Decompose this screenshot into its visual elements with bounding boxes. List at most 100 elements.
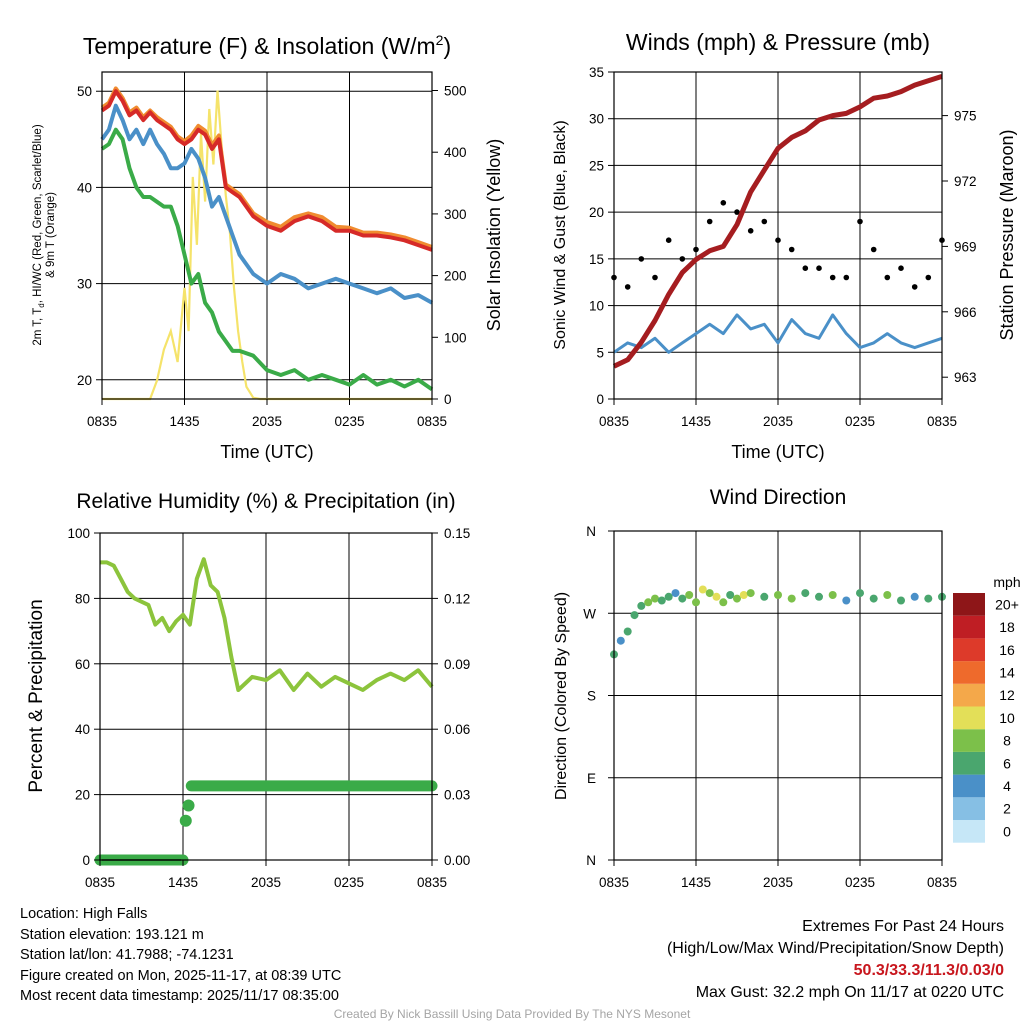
temperature-ylabel: 2m T, Td, HI/WC (Red, Green, Scarlet/Blu… <box>32 124 57 345</box>
gust-point <box>843 274 850 281</box>
precip-ytick-label: 0.03 <box>444 788 470 803</box>
gust-point <box>802 265 809 272</box>
humidity-ytick-label: 100 <box>67 526 90 541</box>
precip-ytick-label: 0.12 <box>444 591 470 606</box>
temperature-xtick-label: 0835 <box>87 414 117 429</box>
extremes-values: 50.3/33.3/11.3/0.03/0 <box>853 962 1004 979</box>
wind-ylabel: Sonic Wind & Gust (Blue, Black) <box>552 120 569 349</box>
colorbar-swatch <box>953 797 985 820</box>
wind-xtick-label: 0835 <box>599 414 629 429</box>
gust-point <box>870 246 877 253</box>
max-gust-text: Max Gust: 32.2 mph On 11/17 at 0220 UTC <box>695 984 1004 1001</box>
precip-ytick-label: 0.00 <box>444 853 470 868</box>
wind-ytick-label: 5 <box>596 345 604 360</box>
direction-point <box>856 589 864 598</box>
location-text: Location: High Falls <box>20 906 148 922</box>
colorbar-label: 0 <box>1003 823 1011 839</box>
insolation-ytick-label: 400 <box>444 145 467 160</box>
direction-ytick-label: N <box>586 853 596 868</box>
direction-xtick-label: 2035 <box>763 875 793 890</box>
direction-ytick-label: W <box>583 606 596 621</box>
insolation-line <box>102 90 432 401</box>
precip-ytick-label: 0.06 <box>444 722 470 737</box>
gust-point <box>624 284 631 290</box>
wind-xtick-label: 0835 <box>927 414 957 429</box>
pressure-ytick-label: 972 <box>954 174 977 189</box>
colorbar-label: 20+ <box>995 596 1019 612</box>
svg-text:& 9m T (Orange): & 9m T (Orange) <box>45 192 57 278</box>
direction-point <box>815 592 823 601</box>
precip-ytick-label: 0.09 <box>444 657 470 672</box>
temperature-xlabel: Time (UTC) <box>220 442 313 462</box>
direction-point <box>623 627 632 636</box>
insolation-ytick-label: 0 <box>444 392 452 407</box>
gust-point <box>638 256 645 262</box>
gust-point <box>734 209 740 215</box>
gust-point <box>706 218 713 225</box>
gust-point <box>679 256 686 262</box>
gust-point <box>911 284 918 290</box>
colorbar-label: 2 <box>1003 801 1011 817</box>
pressure-ytick-label: 966 <box>954 305 977 320</box>
gust-point <box>652 274 658 281</box>
svg-text:2m T, Td, HI/WC (Red, Green, S: 2m T, Td, HI/WC (Red, Green, Scarlet/Blu… <box>32 124 46 345</box>
wind-ytick-label: 30 <box>589 112 604 127</box>
temperature-ytick-label: 30 <box>77 277 92 292</box>
direction-title: Wind Direction <box>710 486 847 509</box>
direction-point <box>774 591 782 599</box>
gust-point <box>857 218 863 225</box>
temperature-xtick-label: 2035 <box>252 414 282 429</box>
temperature-xtick-label: 0235 <box>334 414 364 429</box>
footer-info: Location: High Falls Station elevation: … <box>20 904 341 1007</box>
temperature-panel: Temperature (F) & Insolation (W/m2) 0835… <box>32 32 504 462</box>
direction-point <box>671 589 680 598</box>
humidity-line <box>100 557 434 692</box>
insolation-ytick-label: 500 <box>444 84 467 99</box>
pressure-line <box>612 74 943 369</box>
gust-point <box>788 246 795 253</box>
direction-xtick-label: 1435 <box>681 875 711 890</box>
humidity-ytick-label: 80 <box>75 591 90 606</box>
colorbar-label: 18 <box>999 619 1015 635</box>
direction-point <box>801 589 810 598</box>
gust-point <box>693 246 699 253</box>
colorbar-title: mph <box>993 574 1020 590</box>
wind-xtick-label: 2035 <box>763 414 793 429</box>
direction-xtick-label: 0835 <box>599 875 629 890</box>
extremes-block: Extremes For Past 24 Hours (High/Low/Max… <box>667 916 1004 1004</box>
direction-point <box>692 598 700 607</box>
colorbar-swatch <box>953 683 985 707</box>
colorbar-swatch <box>953 638 985 662</box>
precip-point <box>182 799 195 812</box>
direction-grid <box>614 531 942 860</box>
gust-point <box>898 265 904 272</box>
wind-y2label: Station Pressure (Maroon) <box>997 129 1017 340</box>
credit-text: Created By Nick Bassill Using Data Provi… <box>333 1007 691 1021</box>
insolation-ytick-label: 300 <box>444 207 467 222</box>
created-text: Figure created on Mon, 2025-11-17, at 08… <box>20 967 342 984</box>
direction-point <box>651 594 659 603</box>
direction-point <box>719 598 728 607</box>
colorbar-swatch <box>953 661 985 684</box>
humidity-panel: Relative Humidity (%) & Precipitation (i… <box>26 490 470 890</box>
direction-point <box>630 611 639 620</box>
temperature-title: Temperature (F) & Insolation (W/m2) <box>83 32 451 59</box>
wind-grid <box>614 72 942 399</box>
colorbar-swatch <box>953 820 985 843</box>
direction-xtick-label: 0835 <box>927 875 957 890</box>
temperature-line-2 <box>100 103 433 305</box>
direction-ylabel: Direction (Colored By Speed) <box>553 592 570 800</box>
latlon-text: Station lat/lon: 41.7988; -74.1231 <box>20 947 234 963</box>
gust-point <box>665 237 672 243</box>
wind-ytick-label: 35 <box>589 65 604 80</box>
direction-point <box>842 596 851 605</box>
humidity-xtick-label: 0835 <box>85 875 115 890</box>
colorbar-label: 10 <box>999 710 1015 726</box>
wind-ytick-label: 25 <box>589 158 604 173</box>
colorbar-swatch <box>953 751 985 775</box>
direction-point <box>924 594 933 603</box>
colorbar-label: 12 <box>999 687 1015 703</box>
direction-point <box>787 594 796 603</box>
colorbar-swatch <box>953 729 985 752</box>
